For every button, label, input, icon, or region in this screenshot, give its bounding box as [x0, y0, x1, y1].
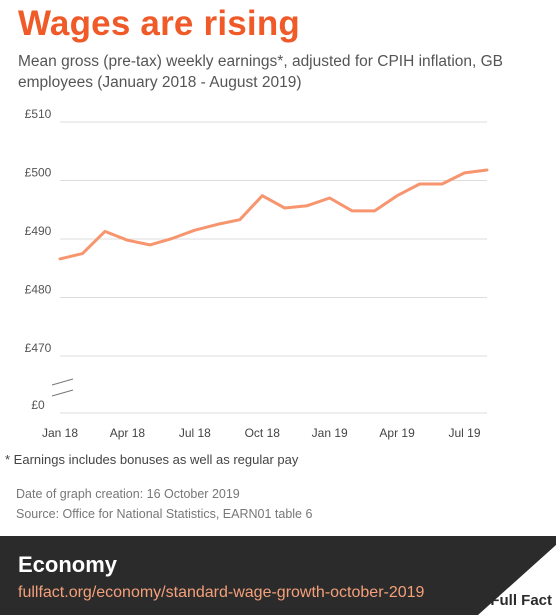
x-axis-labels: Jan 18 Apr 18 Jul 18 Oct 18 Jan 19 Apr 19 Jul … [42, 426, 481, 440]
grid-lines [60, 121, 487, 414]
x-tick-label: Jul 19 [449, 426, 481, 440]
x-tick-label: Jul 18 [179, 426, 211, 440]
y-tick-label: £0 [31, 398, 45, 412]
x-tick-label: Jan 19 [312, 426, 348, 440]
footnote: * Earnings includes bonuses as well as r… [5, 452, 299, 467]
axis-break-mark [51, 389, 74, 397]
axis-break-marks [51, 378, 74, 397]
x-tick-label: Oct 18 [245, 426, 281, 440]
footer-section-label: Economy [18, 552, 118, 577]
full-fact-logo-icon [478, 545, 556, 615]
logo-text: Full Fact [490, 592, 552, 609]
x-tick-label: Apr 18 [110, 426, 146, 440]
y-tick-label: £480 [25, 283, 52, 297]
y-axis-labels: £510 £500 £490 £480 £470 £0 [25, 107, 52, 412]
series-line-group [58, 168, 489, 261]
y-tick-label: £510 [25, 107, 52, 121]
axis-break-mark [51, 378, 74, 386]
creation-date: Date of graph creation: 16 October 2019 [16, 487, 240, 501]
series-line [58, 168, 489, 261]
footer-bar: Economy fullfact.org/economy/standard-wa… [0, 536, 556, 615]
article-url-link[interactable]: fullfact.org/economy/standard-wage-growt… [18, 584, 425, 601]
data-source: Source: Office for National Statistics, … [16, 507, 313, 521]
y-tick-label: £490 [25, 224, 52, 238]
chart-subtitle: Mean gross (pre-tax) weekly earnings*, a… [18, 53, 504, 91]
x-tick-label: Jan 18 [42, 426, 78, 440]
x-tick-label: Apr 19 [379, 426, 415, 440]
chart-title: Wages are rising [18, 4, 301, 43]
y-tick-label: £500 [25, 166, 52, 180]
y-tick-label: £470 [25, 341, 52, 355]
line-chart: £510 £500 £490 £480 £470 £0 Jan 18 Apr 18 Jul 1… [25, 107, 489, 440]
